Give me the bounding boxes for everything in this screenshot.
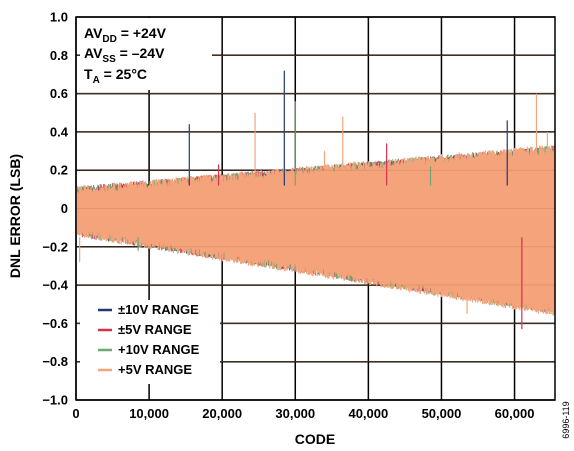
x-axis-title: CODE bbox=[295, 431, 335, 447]
x-tick-label-6: 60,000 bbox=[495, 406, 535, 421]
y-tick-label-6: −0.2 bbox=[42, 239, 68, 254]
ta-annotation: TA = 25°C bbox=[84, 66, 147, 86]
y-tick-label-0: 1.0 bbox=[50, 10, 68, 25]
legend: ±10V RANGE ±5V RANGE +10V RANGE +5V RANGE bbox=[80, 300, 220, 384]
y-tick-label-10: −1.0 bbox=[42, 393, 68, 408]
y-tick-label-9: −0.8 bbox=[42, 354, 68, 369]
y-axis-title: DNL ERROR (LSB) bbox=[7, 154, 23, 278]
legend-label-2: +10V RANGE bbox=[118, 342, 200, 357]
y-tick-label-1: 0.8 bbox=[50, 48, 68, 63]
legend-label-3: +5V RANGE bbox=[118, 362, 192, 377]
y-tick-label-2: 0.6 bbox=[50, 86, 68, 101]
conditions-box: AVDD = +24V AVSS = –24V TA = 25°C bbox=[80, 18, 212, 90]
avss-annotation: AVSS = –24V bbox=[84, 45, 165, 65]
x-tick-label-3: 30,000 bbox=[275, 406, 315, 421]
x-tick-label-4: 40,000 bbox=[348, 406, 388, 421]
y-tick-label-5: 0 bbox=[61, 201, 68, 216]
dnl-noise-band bbox=[75, 145, 556, 316]
y-tick-labels: 1.0 0.8 0.6 0.4 0.2 0 −0.2 −0.4 −0.6 −0.8 −1.0 bbox=[42, 10, 68, 408]
y-tick-label-7: −0.4 bbox=[42, 278, 68, 293]
x-tick-label-2: 20,000 bbox=[202, 406, 242, 421]
legend-label-1: ±5V RANGE bbox=[118, 322, 192, 337]
x-tick-labels: 0 10,000 20,000 30,000 40,000 50,000 60,000 bbox=[72, 406, 534, 421]
figure-id: 6996-119 bbox=[561, 401, 571, 438]
avdd-annotation: AVDD = +24V bbox=[84, 25, 167, 45]
y-tick-label-8: −0.6 bbox=[42, 316, 68, 331]
x-tick-label-1: 10,000 bbox=[129, 406, 169, 421]
legend-label-0: ±10V RANGE bbox=[118, 302, 199, 317]
y-tick-label-4: 0.2 bbox=[50, 163, 68, 178]
series-core-3 bbox=[76, 153, 555, 306]
y-tick-label-3: 0.4 bbox=[50, 124, 69, 139]
plot-frame bbox=[75, 16, 556, 401]
x-tick-label-5: 50,000 bbox=[422, 406, 462, 421]
x-tick-label-0: 0 bbox=[72, 406, 79, 421]
